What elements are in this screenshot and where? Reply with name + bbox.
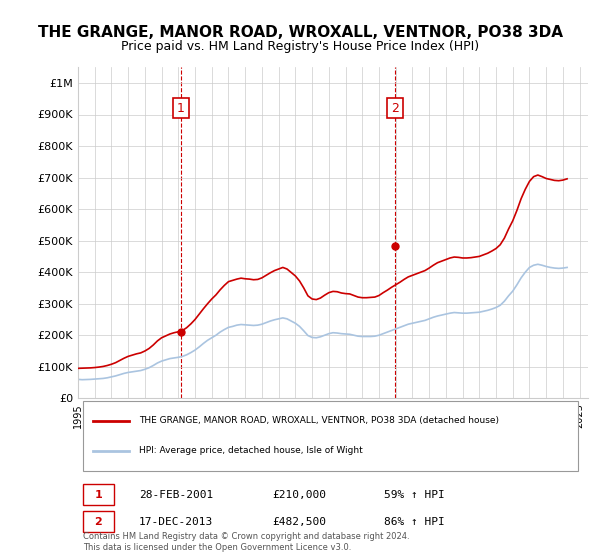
Text: This data is licensed under the Open Government Licence v3.0.: This data is licensed under the Open Gov… — [83, 543, 352, 552]
Text: Price paid vs. HM Land Registry's House Price Index (HPI): Price paid vs. HM Land Registry's House … — [121, 40, 479, 53]
Text: 1: 1 — [177, 102, 185, 115]
Text: 2: 2 — [95, 517, 102, 527]
FancyBboxPatch shape — [83, 402, 578, 470]
Text: £482,500: £482,500 — [272, 517, 326, 527]
Text: 2: 2 — [391, 102, 399, 115]
Text: 17-DEC-2013: 17-DEC-2013 — [139, 517, 214, 527]
Text: 86% ↑ HPI: 86% ↑ HPI — [384, 517, 445, 527]
Text: £210,000: £210,000 — [272, 489, 326, 500]
FancyBboxPatch shape — [83, 511, 114, 532]
Text: HPI: Average price, detached house, Isle of Wight: HPI: Average price, detached house, Isle… — [139, 446, 363, 455]
Text: 59% ↑ HPI: 59% ↑ HPI — [384, 489, 445, 500]
Text: THE GRANGE, MANOR ROAD, WROXALL, VENTNOR, PO38 3DA: THE GRANGE, MANOR ROAD, WROXALL, VENTNOR… — [37, 25, 563, 40]
Text: Contains HM Land Registry data © Crown copyright and database right 2024.: Contains HM Land Registry data © Crown c… — [83, 532, 410, 542]
Text: 28-FEB-2001: 28-FEB-2001 — [139, 489, 214, 500]
FancyBboxPatch shape — [83, 484, 114, 505]
Text: THE GRANGE, MANOR ROAD, WROXALL, VENTNOR, PO38 3DA (detached house): THE GRANGE, MANOR ROAD, WROXALL, VENTNOR… — [139, 417, 499, 426]
Text: 1: 1 — [95, 489, 102, 500]
